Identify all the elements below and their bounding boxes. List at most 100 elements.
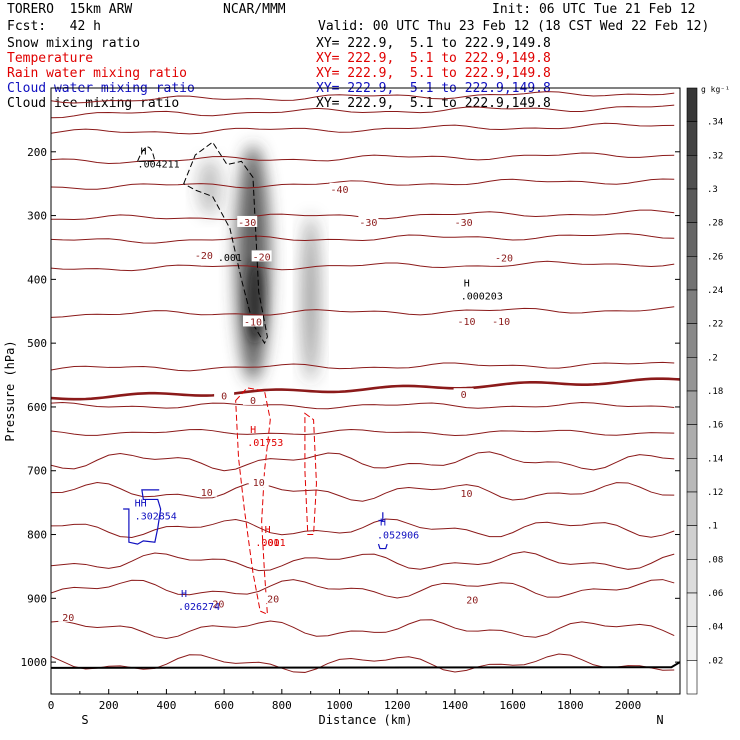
center-label: NCAR/MMM	[223, 2, 286, 17]
y-tick-label: 400	[27, 273, 47, 286]
extremum-value: .01753	[247, 438, 283, 449]
colorbar-tick-label: .28	[707, 219, 723, 229]
x-tick-label: 600	[214, 699, 234, 712]
colorbar-cell	[686, 390, 698, 425]
colorbar-tick-label: .22	[707, 320, 723, 330]
isotherm-label-bg	[462, 593, 483, 605]
colorbar-tick-label: .02	[707, 656, 723, 666]
colorbar-cell	[686, 626, 698, 661]
x-tick-label: 1200	[384, 699, 411, 712]
isotherm-line	[51, 451, 675, 472]
forecast-hour: Fcst: 42 h	[7, 19, 101, 34]
isotherm-label: -30	[359, 218, 377, 229]
isotherm-label-bg	[453, 388, 474, 400]
extremum-mark: H	[181, 589, 187, 600]
colorbar-tick-label: .26	[707, 252, 723, 262]
extremum-value: .001	[262, 538, 286, 549]
y-tick-label: 500	[27, 337, 47, 350]
isotherm-label-bg	[248, 476, 269, 488]
isotherm-label-bg	[242, 393, 263, 405]
isotherm-line	[51, 579, 675, 599]
field-xy-cloud-ice: XY= 222.9, 5.1 to 222.9,149.8	[316, 96, 551, 111]
isotherm-label-bg	[208, 597, 229, 609]
colorbar-cell	[686, 357, 698, 392]
colorbar-cell	[686, 592, 698, 627]
isotherm-label-bg	[456, 487, 477, 499]
colorbar-tick-label: .1	[707, 522, 718, 532]
plot-frame	[50, 87, 681, 695]
snow-core-shading	[245, 260, 264, 344]
isotherm-label-bg	[193, 249, 214, 261]
isotherm-line	[51, 306, 675, 318]
extremum-value: .302854	[135, 511, 177, 522]
colorbar-cell	[686, 87, 698, 122]
x-tick-label: 800	[272, 699, 292, 712]
isotherm-line	[51, 428, 675, 437]
cloud-ice-contour-small	[136, 146, 156, 162]
isotherm-label-bg	[237, 215, 258, 227]
isotherm-label: -40	[331, 185, 349, 196]
isotherm-label-bg	[196, 485, 217, 497]
colorbar-cell	[686, 222, 698, 257]
extremum-mark: H	[250, 425, 256, 436]
colorbar-cell	[686, 660, 698, 695]
isotherm-label: -20	[195, 251, 213, 262]
isotherm-label: 0	[461, 390, 467, 401]
isotherm-line	[51, 260, 675, 272]
isotherm-label: -10	[457, 317, 475, 328]
isotherm-label: -30	[455, 218, 473, 229]
extremum-value: .026274	[178, 602, 220, 613]
x-tick-label: 400	[156, 699, 176, 712]
isotherm-label: 20	[212, 599, 224, 610]
colorbar-tick-label: .18	[707, 387, 723, 397]
colorbar-tick-label: .3	[707, 185, 718, 195]
isotherm-label-bg	[242, 315, 263, 327]
isotherm-label-bg	[493, 251, 514, 263]
field-label-temperature: Temperature	[7, 51, 94, 66]
y-axis-label: Pressure (hPa)	[3, 340, 17, 441]
x-axis-label: Distance (km)	[319, 713, 413, 727]
cloud-ice-contour	[183, 141, 268, 345]
y-tick-label: 800	[27, 529, 47, 542]
x-tick-label: 1000	[326, 699, 353, 712]
contour-value-label: .001	[218, 253, 242, 264]
isotherm-label: 10	[253, 478, 265, 489]
init-time: Init: 06 UTC Tue 21 Feb 12	[492, 2, 696, 17]
terrain-line	[51, 661, 680, 669]
isotherm-label: 10	[460, 489, 472, 500]
x-end-label-north: N	[656, 713, 663, 727]
y-tick-label: 900	[27, 592, 47, 605]
colorbar-unit: g kg⁻¹	[701, 85, 730, 94]
isotherm-label-bg	[214, 389, 235, 401]
freezing-level-line	[51, 377, 680, 401]
isotherm-line	[51, 233, 675, 244]
isotherm-label: 20	[62, 613, 74, 624]
colorbar-tick-label: .24	[707, 286, 723, 296]
extremum-mark: H	[141, 146, 147, 157]
colorbar-tick-label: .12	[707, 488, 723, 498]
isotherm-line	[51, 653, 675, 673]
snow-shading-1	[301, 215, 320, 382]
x-tick-label: 1800	[557, 699, 584, 712]
isotherm-line	[51, 361, 675, 372]
colorbar-tick-label: .2	[707, 353, 718, 363]
colorbar-cell	[686, 121, 698, 156]
model-title: TORERO 15km ARW	[7, 2, 133, 17]
extremum-mark: H	[380, 518, 386, 529]
x-tick-label: 1400	[442, 699, 469, 712]
isotherm-label: 20	[267, 594, 279, 605]
extremum-value: .000203	[461, 291, 503, 302]
colorbar-tick-label: .16	[707, 421, 723, 431]
y-tick-label: 600	[27, 401, 47, 414]
isotherm-label: -20	[253, 252, 271, 263]
extremum-value: .004211	[138, 159, 180, 170]
colorbar-cell	[686, 256, 698, 291]
isotherm-line	[51, 91, 675, 104]
isotherm-line	[51, 482, 675, 502]
colorbar-tick-label: .04	[707, 623, 723, 633]
field-xy-snow: XY= 222.9, 5.1 to 222.9,149.8	[316, 36, 551, 51]
colorbar-tick-label: .32	[707, 151, 723, 161]
isotherm-label-bg	[456, 314, 477, 326]
x-tick-label: 200	[99, 699, 119, 712]
